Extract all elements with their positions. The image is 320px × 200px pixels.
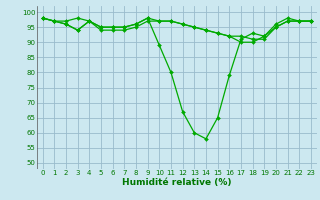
X-axis label: Humidité relative (%): Humidité relative (%) [122, 178, 232, 187]
